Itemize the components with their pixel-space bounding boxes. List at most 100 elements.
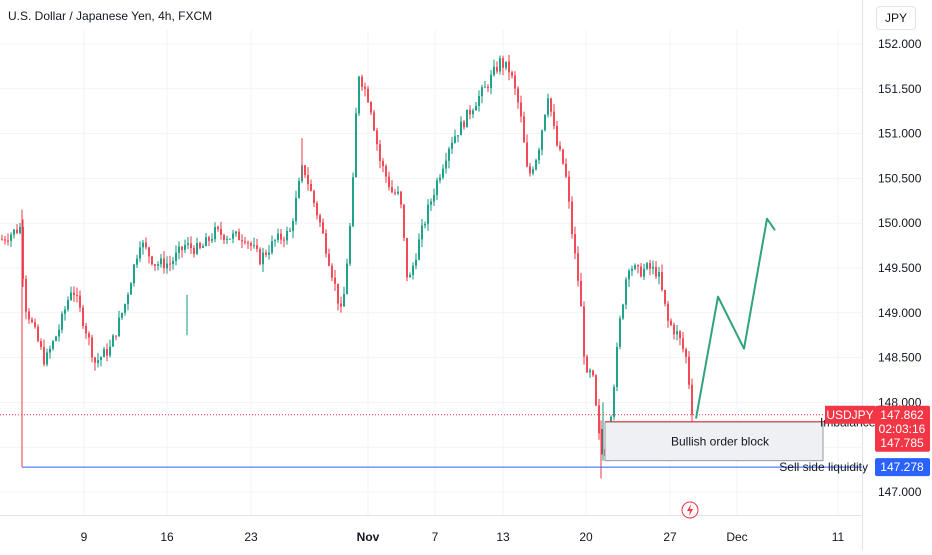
candle-body xyxy=(550,98,552,112)
candle-body xyxy=(583,306,585,357)
candle-body xyxy=(481,87,483,97)
candle-body xyxy=(478,96,480,107)
candle-body xyxy=(514,75,516,89)
candle-body xyxy=(406,237,408,278)
x-tick-label: 16 xyxy=(160,530,174,544)
projection-path[interactable] xyxy=(695,217,776,419)
candle-body xyxy=(616,346,618,388)
candle-body xyxy=(688,356,690,385)
candle-body xyxy=(295,197,297,222)
x-tick-label: 20 xyxy=(579,530,593,544)
candle-body xyxy=(229,238,231,240)
candle-body xyxy=(151,256,153,265)
candle-body xyxy=(46,352,48,365)
x-tick-label: 9 xyxy=(81,530,88,544)
candle-body xyxy=(283,239,285,241)
candle-body xyxy=(91,337,93,358)
candle-body xyxy=(595,375,597,406)
candle-body xyxy=(511,72,513,76)
currency-button[interactable]: JPY xyxy=(876,6,916,30)
candle-body xyxy=(244,241,246,243)
candle-body xyxy=(532,169,534,174)
candle-body xyxy=(7,240,9,242)
candle-body xyxy=(37,326,39,342)
candle-body xyxy=(1,239,3,241)
candle-body xyxy=(235,231,237,234)
candle-body xyxy=(247,242,249,244)
candle-body xyxy=(163,258,165,269)
candle-body xyxy=(421,225,423,240)
y-tick-label: 151.500 xyxy=(878,82,922,96)
candle-body xyxy=(19,226,21,233)
y-tick-label: 152.000 xyxy=(878,37,922,51)
countdown-value: 02:03:16 xyxy=(879,422,926,436)
candle-body xyxy=(190,243,192,249)
candle-body xyxy=(424,223,426,226)
candle-body xyxy=(433,195,435,202)
candle-body xyxy=(613,387,615,417)
candle-body xyxy=(505,61,507,68)
candle-body xyxy=(589,370,591,373)
candle-body xyxy=(328,253,330,266)
candle-body xyxy=(94,357,96,363)
candle-body xyxy=(304,165,306,176)
x-tick-label: 27 xyxy=(663,530,677,544)
candle-body xyxy=(238,231,240,241)
candle-body xyxy=(574,233,576,254)
y-tick-label: 149.500 xyxy=(878,261,922,275)
x-tick-label: Nov xyxy=(357,530,380,544)
candle-body xyxy=(643,268,645,277)
candle-body xyxy=(121,312,123,318)
candle-body xyxy=(622,304,624,319)
candle-body xyxy=(208,237,210,241)
candle-body xyxy=(409,275,411,278)
candle-body xyxy=(559,145,561,150)
candle-body xyxy=(16,229,18,233)
candle-body xyxy=(205,237,207,247)
candle-body xyxy=(52,341,54,349)
candle-body xyxy=(682,338,684,350)
candle-body xyxy=(310,184,312,191)
candle-body xyxy=(292,221,294,231)
candles xyxy=(1,54,693,479)
y-tick-label: 147.000 xyxy=(878,485,922,499)
candle-body xyxy=(565,163,567,177)
candle-body xyxy=(640,266,642,277)
candle-body xyxy=(673,324,675,335)
candle-body xyxy=(544,114,546,131)
candle-body xyxy=(133,264,135,284)
candle-body xyxy=(676,331,678,335)
candle-body xyxy=(502,58,504,68)
candle-body xyxy=(385,166,387,177)
candle-body xyxy=(340,303,342,307)
candle-body xyxy=(334,277,336,284)
candle-body xyxy=(286,230,288,241)
candle-body xyxy=(64,309,66,314)
candle-body xyxy=(85,326,87,334)
candle-body xyxy=(412,265,414,276)
candle-body xyxy=(157,264,159,266)
candle-body xyxy=(262,252,264,265)
candle-body xyxy=(181,246,183,250)
candle-body xyxy=(31,319,33,323)
candle-body xyxy=(220,228,222,235)
candle-body xyxy=(451,142,453,149)
candle-body xyxy=(4,239,6,241)
order-block[interactable] xyxy=(604,421,824,462)
candle-body xyxy=(364,86,366,89)
candle-body xyxy=(652,266,654,269)
y-tick-label: 151.000 xyxy=(878,127,922,141)
candle-body xyxy=(10,234,12,241)
candle-body xyxy=(496,66,498,72)
candle-body xyxy=(448,148,450,161)
candle-body xyxy=(454,136,456,143)
candle-body xyxy=(343,294,345,307)
candle-body xyxy=(253,245,255,247)
lightning-icon[interactable] xyxy=(681,501,699,519)
candle-body xyxy=(112,335,114,347)
candle-body xyxy=(517,88,519,103)
candle-body xyxy=(400,191,402,205)
candle-body xyxy=(226,238,228,241)
candle-body xyxy=(436,180,438,196)
